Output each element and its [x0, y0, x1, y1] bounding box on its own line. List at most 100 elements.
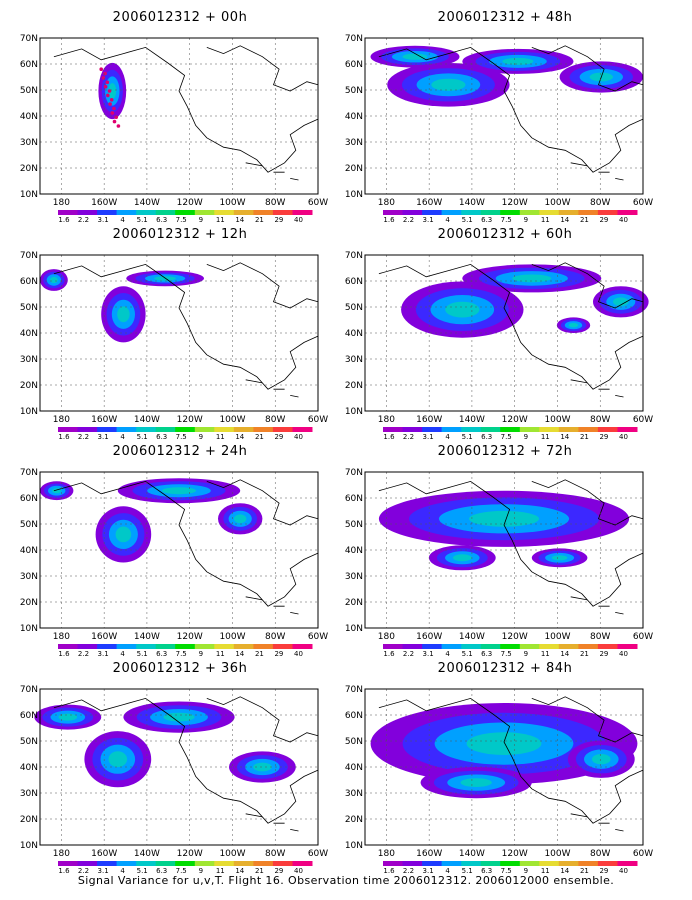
colorbar-label: 14	[560, 867, 569, 875]
colorbar-label: 4	[120, 216, 125, 224]
colorbar-label: 14	[560, 650, 569, 658]
colorbar-label: 21	[255, 650, 264, 658]
colorbar-label: 2.2	[78, 867, 89, 875]
lat-tick-label: 20N	[20, 815, 38, 825]
colorbar-swatch	[617, 210, 638, 215]
field-contour	[613, 297, 629, 307]
colorbar-label: 5.1	[462, 216, 473, 224]
panel-title: 2006012312 + 00h	[112, 10, 248, 25]
field-contour	[460, 778, 492, 787]
lon-tick-label: 60W	[308, 198, 328, 208]
lat-tick-label: 60N	[345, 60, 363, 70]
colorbar-label: 29	[274, 216, 283, 224]
colorbar-label: 6.3	[156, 433, 167, 441]
colorbar-swatch	[253, 644, 274, 649]
colorbar-swatch	[402, 861, 423, 866]
colorbar-swatch	[155, 644, 176, 649]
lat-tick-label: 60N	[20, 60, 38, 70]
panel-title: 2006012312 + 48h	[437, 10, 573, 25]
colorbar-swatch	[461, 644, 482, 649]
colorbar-swatch	[402, 644, 423, 649]
colorbar-label: 2.2	[403, 867, 414, 875]
colorbar-swatch	[175, 644, 196, 649]
colorbar-swatch	[97, 644, 118, 649]
colorbar-label: 14	[560, 433, 569, 441]
lon-tick-label: 140W	[459, 415, 485, 425]
colorbar-swatch	[214, 427, 235, 432]
lat-tick-label: 30N	[345, 789, 363, 799]
plot-frame	[39, 471, 319, 629]
colorbar-swatch	[441, 861, 462, 866]
colorbar-label: 5.1	[462, 433, 473, 441]
gridlines	[40, 689, 318, 845]
lat-tick-label: 70N	[20, 468, 38, 478]
colorbar-swatch	[155, 861, 176, 866]
observation-point	[106, 93, 110, 98]
colorbar-label: 6.3	[156, 650, 167, 658]
colorbar-swatch	[292, 861, 313, 866]
colorbar-label: 1.6	[383, 433, 395, 441]
colorbar-label: 21	[255, 216, 264, 224]
colorbar-swatch	[233, 427, 254, 432]
lat-tick-label: 20N	[345, 381, 363, 391]
coastline	[53, 480, 319, 607]
colorbar-label: 29	[274, 867, 283, 875]
colorbar-swatch	[461, 861, 482, 866]
lat-tick-label: 20N	[20, 381, 38, 391]
lon-tick-label: 100W	[219, 415, 245, 425]
colorbar-swatch	[194, 427, 215, 432]
colorbar-swatch	[77, 644, 98, 649]
colorbar-swatch	[383, 644, 403, 649]
colorbar-label: 5.1	[137, 216, 148, 224]
lon-tick-label: 60W	[633, 198, 653, 208]
colorbar-label: 11	[216, 216, 225, 224]
colorbar-label: 14	[235, 650, 244, 658]
map-plot: 70N 60N 50N 40N 30N 20N 10N 180 160W 140W 120W 100W…	[345, 685, 653, 875]
field-contour	[551, 555, 568, 561]
variance-field	[34, 701, 296, 788]
lat-tick-label: 30N	[20, 572, 38, 582]
lon-tick-label: 120W	[177, 849, 203, 859]
lat-tick-label: 60N	[20, 494, 38, 504]
lat-tick-label: 20N	[345, 598, 363, 608]
colorbar-swatch	[383, 861, 403, 866]
colorbar: 1.6 2.2 3.1 4 5.1 6.3 7.5 9 11 14 21 29 40	[383, 644, 638, 658]
variance-field	[370, 45, 643, 107]
colorbar-label: 14	[235, 433, 244, 441]
colorbar-swatch	[519, 427, 540, 432]
colorbar-swatch	[136, 644, 157, 649]
coastline	[245, 596, 299, 615]
panel-title: 2006012312 + 24h	[112, 444, 248, 459]
colorbar-swatch	[480, 210, 501, 215]
colorbar-label: 29	[599, 650, 608, 658]
colorbar-label: 7.5	[501, 216, 512, 224]
colorbar-swatch	[597, 644, 618, 649]
lon-tick-label: 100W	[544, 632, 570, 642]
colorbar-swatch	[116, 210, 137, 215]
colorbar-label: 2.2	[78, 650, 89, 658]
variance-field	[378, 490, 630, 571]
map-panel: 2006012312 + 12h 70N 60N 50N 40N 30N 20N 10N 180…	[20, 225, 340, 441]
colorbar-swatch	[253, 861, 274, 866]
lon-tick-label: 180	[378, 849, 395, 859]
colorbar-swatch	[97, 210, 118, 215]
colorbar-label: 1.6	[58, 867, 70, 875]
colorbar-label: 4	[445, 650, 450, 658]
colorbar-label: 9	[524, 867, 528, 875]
colorbar-swatch	[441, 427, 462, 432]
lon-tick-label: 160W	[416, 415, 442, 425]
lat-tick-label: 50N	[345, 737, 363, 747]
map-panel: 2006012312 + 60h 70N 60N 50N 40N 30N 20N 10N 180…	[345, 225, 665, 441]
colorbar-swatch	[233, 861, 254, 866]
colorbar-label: 14	[235, 216, 244, 224]
panel-title: 2006012312 + 60h	[437, 227, 573, 242]
colorbar-label: 21	[255, 867, 264, 875]
colorbar-swatch	[58, 644, 78, 649]
lat-tick-label: 70N	[345, 685, 363, 695]
colorbar-label: 29	[599, 216, 608, 224]
lat-tick-label: 60N	[20, 711, 38, 721]
field-contour	[445, 301, 480, 318]
colorbar-label: 2.2	[403, 650, 414, 658]
lon-tick-label: 80W	[590, 415, 610, 425]
plot-frame	[39, 254, 319, 412]
